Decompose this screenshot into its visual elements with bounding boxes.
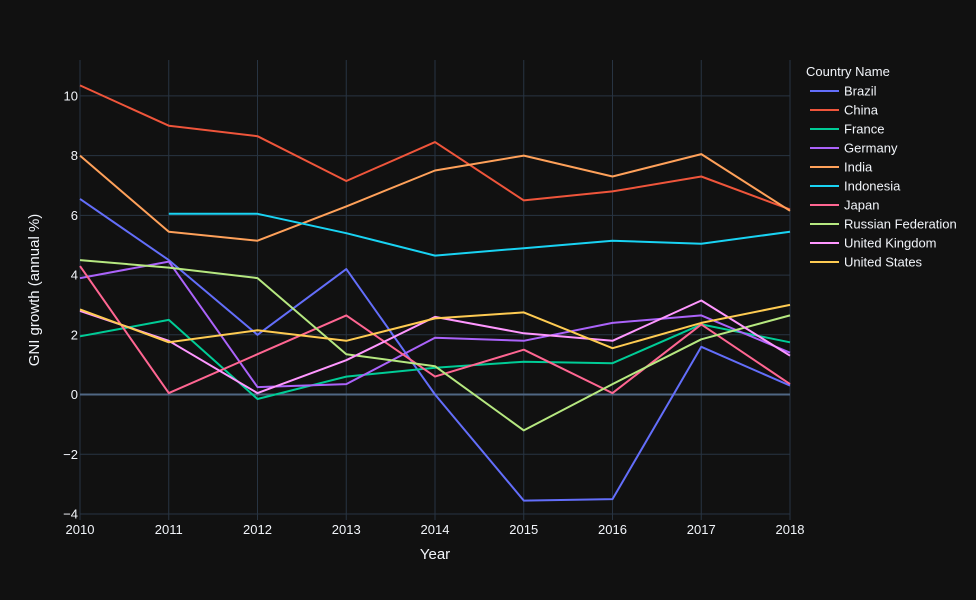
legend-label: Indonesia	[844, 179, 901, 194]
legend-item-china[interactable]: China	[810, 103, 879, 118]
legend-label: China	[844, 103, 879, 118]
series-line-japan	[79, 265, 791, 395]
x-tick-label: 2018	[776, 522, 805, 537]
x-tick-label: 2010	[66, 522, 95, 537]
legend-item-germany[interactable]: Germany	[810, 141, 898, 156]
x-tick-labels: 2010 2011 2012 2013 2014 2015 2016 2017 2018	[66, 522, 805, 537]
x-axis-title: Year	[420, 546, 450, 563]
x-tick-label: 2017	[687, 522, 716, 537]
x-tick-label: 2012	[243, 522, 272, 537]
y-tick-labels: −4 −2 0 2 4 6 8 10	[63, 88, 78, 521]
legend-item-russian-federation[interactable]: Russian Federation	[810, 217, 957, 232]
legend-label: India	[844, 160, 873, 175]
y-axis-title: GNI growth (annual %)	[26, 214, 43, 367]
legend-label: Japan	[844, 198, 879, 213]
x-tick-label: 2013	[332, 522, 361, 537]
legend-item-united-kingdom[interactable]: United Kingdom	[810, 236, 937, 251]
series-line-brazil	[79, 198, 791, 502]
legend-title: Country Name	[806, 64, 890, 79]
legend-label: Germany	[844, 141, 898, 156]
legend-label: Brazil	[844, 84, 877, 99]
legend-item-india[interactable]: India	[810, 160, 873, 175]
x-tick-label: 2016	[598, 522, 627, 537]
grid	[79, 60, 791, 520]
y-tick-label: 0	[71, 387, 78, 402]
series-line-france	[79, 318, 791, 400]
series-line-indonesia	[168, 212, 791, 257]
series-line-russian-federation	[79, 259, 791, 432]
x-tick-label: 2015	[509, 522, 538, 537]
legend-label: United Kingdom	[844, 236, 937, 251]
legend-item-indonesia[interactable]: Indonesia	[810, 179, 901, 194]
y-tick-label: −4	[63, 507, 78, 522]
y-tick-label: 6	[71, 208, 78, 223]
legend-item-france[interactable]: France	[810, 122, 884, 137]
series-line-india	[79, 153, 791, 242]
y-tick-label: −2	[63, 447, 78, 462]
legend-item-united-states[interactable]: United States	[810, 255, 923, 270]
series-line-germany	[79, 260, 791, 389]
x-tick-label: 2014	[421, 522, 450, 537]
y-tick-label: 4	[71, 268, 78, 283]
legend-label: United States	[844, 255, 923, 270]
series-lines	[79, 84, 791, 502]
legend[interactable]: Country Name Brazil China France Germany Ind…	[806, 64, 957, 270]
legend-item-japan[interactable]: Japan	[810, 198, 879, 213]
legend-label: Russian Federation	[844, 217, 957, 232]
y-tick-label: 2	[71, 327, 78, 342]
y-tick-label: 8	[71, 148, 78, 163]
series-line-united-kingdom	[79, 299, 791, 395]
series-line-united-states	[79, 303, 791, 350]
legend-item-brazil[interactable]: Brazil	[810, 84, 877, 99]
x-tick-label: 2011	[155, 522, 183, 537]
legend-label: France	[844, 122, 884, 137]
series-line-china	[79, 84, 791, 211]
y-tick-label: 10	[64, 88, 78, 103]
